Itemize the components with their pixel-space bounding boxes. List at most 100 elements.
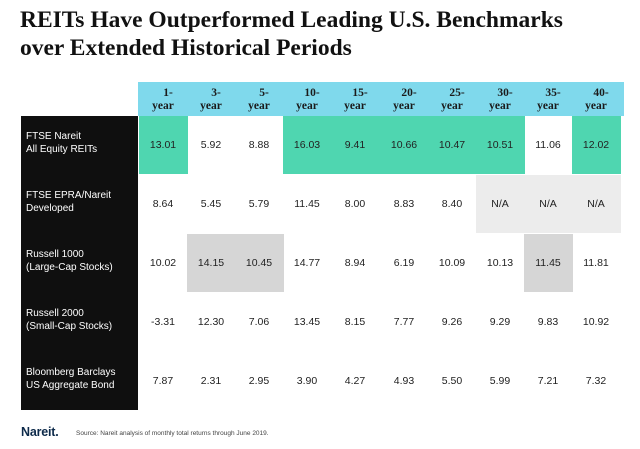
row-label-line: (Small-Cap Stocks)	[26, 321, 113, 332]
table-cell: 14.77	[293, 257, 321, 269]
column-header-period: 20-	[401, 87, 417, 99]
column-header-unit: year	[393, 100, 415, 112]
table-cell: 10.51	[486, 139, 514, 151]
row-label: FTSE Nareit All Equity REITs	[26, 130, 97, 156]
column-header-unit: year	[441, 100, 463, 112]
benchmark-highlight	[524, 234, 573, 292]
row-label-line: Russell 1000	[26, 249, 84, 260]
table-cell: 8.94	[344, 257, 366, 269]
table-cell: 8.83	[393, 198, 415, 210]
table-cell: 9.29	[489, 316, 511, 328]
table-cell: 12.02	[582, 139, 610, 151]
table-cell: N/A	[587, 198, 605, 210]
row-label-line: FTSE EPRA/Nareit	[26, 190, 112, 201]
title-line-1: REITs Have Outperformed Leading U.S. Ben…	[20, 7, 563, 33]
table-cell: 5.79	[248, 198, 270, 210]
table-cell: 4.93	[393, 375, 415, 387]
table-cell: 10.45	[245, 257, 273, 269]
column-header-period: 1-	[163, 87, 173, 99]
table-cell: 9.41	[344, 139, 366, 151]
column-header-period: 3-	[211, 87, 221, 99]
table-cell: 9.26	[441, 316, 463, 328]
column-header-period: 15-	[352, 87, 368, 99]
row-label-column: FTSE Nareit All Equity REITs FTSE EPRA/Nar…	[21, 116, 138, 410]
column-header: 5- year	[235, 82, 283, 121]
benchmark-highlight	[235, 234, 284, 292]
table-cell: 10.02	[149, 257, 177, 269]
column-header-unit: year	[489, 100, 511, 112]
table-cell: 7.06	[248, 316, 270, 328]
table-cell: 4.27	[344, 375, 366, 387]
row-label: Russell 1000 (Large-Cap Stocks)	[26, 248, 113, 274]
column-header-period: 10-	[304, 87, 320, 99]
na-highlight	[572, 175, 621, 233]
table-cell: 11.45	[294, 198, 320, 210]
outperform-highlight	[283, 116, 332, 174]
table-cell: 10.66	[390, 139, 418, 151]
nareit-logo: Nareit.	[21, 425, 59, 439]
outperform-highlight	[428, 116, 477, 174]
table-cell: 12.30	[197, 316, 225, 328]
column-header-unit: year	[537, 100, 559, 112]
table-cell: 8.00	[344, 198, 366, 210]
row-label: Russell 2000 (Small-Cap Stocks)	[26, 307, 112, 333]
table-cell: 2.95	[248, 375, 270, 387]
table-cell: 16.03	[293, 139, 321, 151]
row-label-line: All Equity REITs	[26, 144, 98, 155]
column-header-row: 1- year 3- year 5- year 10- year 15- year 20- year 2…	[138, 82, 624, 116]
column-header-unit: year	[248, 100, 270, 112]
table-cell: 10.09	[438, 257, 466, 269]
column-header-period: 5-	[259, 87, 269, 99]
table-cell: 7.21	[537, 375, 559, 387]
column-header-period: 35-	[545, 87, 561, 99]
table-cell: 11.06	[535, 139, 561, 151]
table-cell: 8.40	[441, 198, 463, 210]
table-cell: 3.90	[296, 375, 318, 387]
column-header: 40- year	[572, 82, 620, 121]
outperform-highlight	[380, 116, 429, 174]
table-cell: 8.64	[152, 198, 174, 210]
column-header: 15- year	[331, 82, 379, 121]
row-label-line: US Aggregate Bond	[26, 380, 115, 391]
table-cell: 5.92	[200, 139, 222, 151]
table-cell: 5.50	[441, 375, 463, 387]
table-cell: 14.15	[197, 257, 225, 269]
row-label-line: Russell 2000	[26, 308, 84, 319]
outperform-highlight	[572, 116, 621, 174]
column-header: 25- year	[428, 82, 476, 121]
table-cell: 7.32	[585, 375, 607, 387]
table-cell: 5.45	[200, 198, 222, 210]
table-cell: 11.81	[583, 257, 609, 269]
table-cell: 9.83	[537, 316, 559, 328]
row-label-line: (Large-Cap Stocks)	[26, 262, 113, 273]
table-cell: 10.13	[486, 257, 514, 269]
table-cell: 7.87	[152, 375, 174, 387]
column-header-unit: year	[296, 100, 318, 112]
table-cell: N/A	[491, 198, 509, 210]
page-title: REITs Have Outperformed Leading U.S. Ben…	[20, 6, 630, 62]
table-cell: 10.92	[582, 316, 610, 328]
na-highlight	[524, 175, 573, 233]
column-header: 35- year	[524, 82, 572, 121]
table-cell: 10.47	[438, 139, 466, 151]
title-line-2: over Extended Historical Periods	[20, 35, 352, 61]
row-label-line: Developed	[26, 203, 74, 214]
column-header: 10- year	[283, 82, 331, 121]
benchmark-highlight	[187, 234, 236, 292]
table-cell: N/A	[539, 198, 557, 210]
na-highlight	[476, 175, 525, 233]
table-cell: 8.15	[344, 316, 366, 328]
row-label: FTSE EPRA/Nareit Developed	[26, 189, 111, 215]
column-header: 30- year	[476, 82, 524, 121]
table-cell: -3.31	[151, 316, 175, 328]
table-cell: 7.77	[393, 316, 415, 328]
column-header-period: 25-	[449, 87, 465, 99]
column-header-unit: year	[344, 100, 366, 112]
column-header-unit: year	[585, 100, 607, 112]
column-header-period: 40-	[593, 87, 609, 99]
table-cell: 13.45	[293, 316, 321, 328]
column-header-unit: year	[200, 100, 222, 112]
row-label: Bloomberg Barclays US Aggregate Bond	[26, 366, 115, 392]
outperform-highlight	[476, 116, 525, 174]
row-label-line: FTSE Nareit	[26, 131, 82, 142]
